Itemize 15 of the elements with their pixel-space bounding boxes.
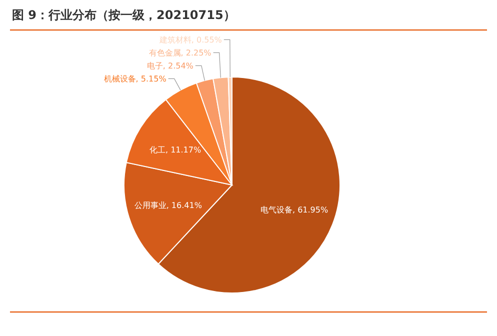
slice-label: 建筑材料 <box>158 36 192 45</box>
slice-label: 化工 <box>150 145 166 154</box>
slice-label: 公用事业 <box>134 201 166 210</box>
data-label: , 11.17% <box>166 145 202 154</box>
slice-label: 电子 <box>146 62 163 71</box>
data-label: , 5.15% <box>136 74 167 84</box>
data-label: , 2.25% <box>180 48 212 58</box>
slice-label: 机械设备 <box>104 74 136 84</box>
slice-label: 电气设备 <box>260 206 293 215</box>
data-label: , 16.41% <box>166 201 202 210</box>
chart-title: 图 9：行业分布（按一级，20210715） <box>12 8 236 22</box>
data-label: , 2.54% <box>162 62 194 71</box>
data-label: , 0.55% <box>191 36 222 45</box>
data-label: , 61.95% <box>292 206 328 215</box>
slice-label: 有色金属 <box>148 48 181 58</box>
